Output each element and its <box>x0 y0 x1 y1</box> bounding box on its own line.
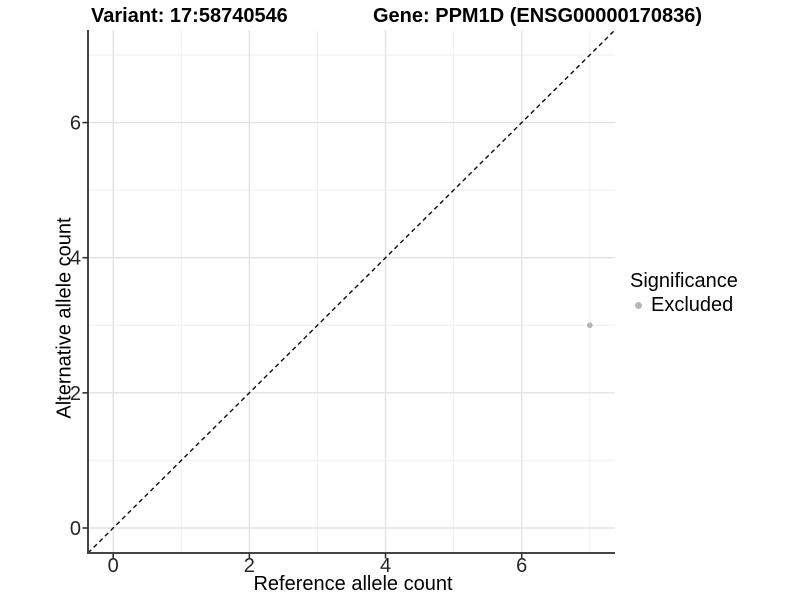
x-tick-label: 0 <box>108 555 119 577</box>
identity-reference-line <box>87 29 616 554</box>
plot-title-gene: Gene: PPM1D (ENSG00000170836) <box>373 5 703 27</box>
legend: Significance Excluded <box>630 270 738 316</box>
legend-marker-circle-icon <box>635 301 642 309</box>
y-tick-label: 4 <box>70 248 81 270</box>
y-tick-label: 2 <box>70 383 81 405</box>
legend-title: Significance <box>630 270 738 292</box>
x-axis-title: Reference allele count <box>253 573 453 595</box>
x-tick-label: 4 <box>380 555 391 577</box>
y-tick-label: 0 <box>70 518 81 540</box>
plot-title-variant: Variant: 17:58740546 <box>91 5 288 27</box>
data-point <box>586 322 593 329</box>
legend-item-excluded: Excluded <box>630 294 738 316</box>
y-tick-label: 6 <box>70 113 81 135</box>
x-tick-label: 2 <box>244 555 255 577</box>
x-tick-label: 6 <box>516 555 527 577</box>
legend-item-label: Excluded <box>651 293 734 316</box>
